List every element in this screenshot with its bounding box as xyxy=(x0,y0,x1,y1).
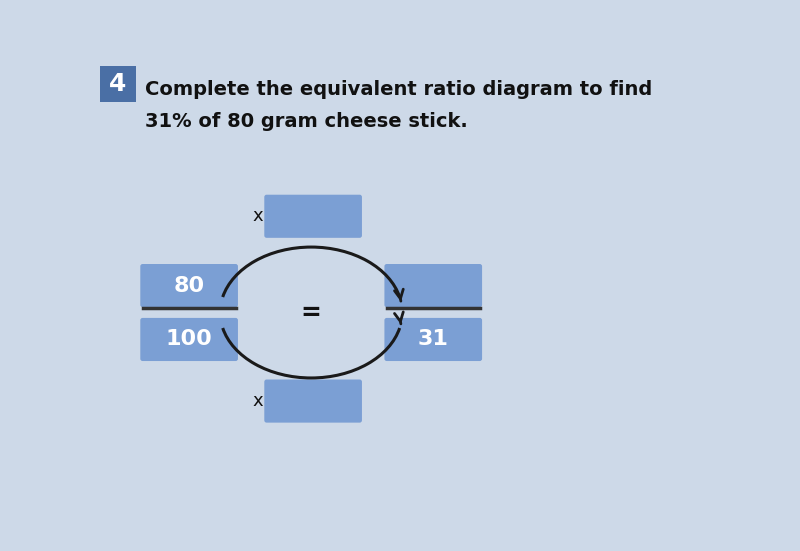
FancyBboxPatch shape xyxy=(385,318,482,361)
Text: 4: 4 xyxy=(109,72,126,96)
Text: 31: 31 xyxy=(418,329,449,349)
Text: 80: 80 xyxy=(174,276,205,295)
FancyBboxPatch shape xyxy=(140,318,238,361)
FancyBboxPatch shape xyxy=(385,264,482,307)
Text: 100: 100 xyxy=(166,329,213,349)
FancyBboxPatch shape xyxy=(100,66,136,101)
Text: 31% of 80 gram cheese stick.: 31% of 80 gram cheese stick. xyxy=(145,112,468,131)
Text: Complete the equivalent ratio diagram to find: Complete the equivalent ratio diagram to… xyxy=(145,80,652,99)
Text: x: x xyxy=(252,207,262,225)
FancyBboxPatch shape xyxy=(264,380,362,423)
Text: x: x xyxy=(252,392,262,410)
FancyBboxPatch shape xyxy=(140,264,238,307)
FancyBboxPatch shape xyxy=(264,195,362,238)
Text: =: = xyxy=(301,300,322,325)
